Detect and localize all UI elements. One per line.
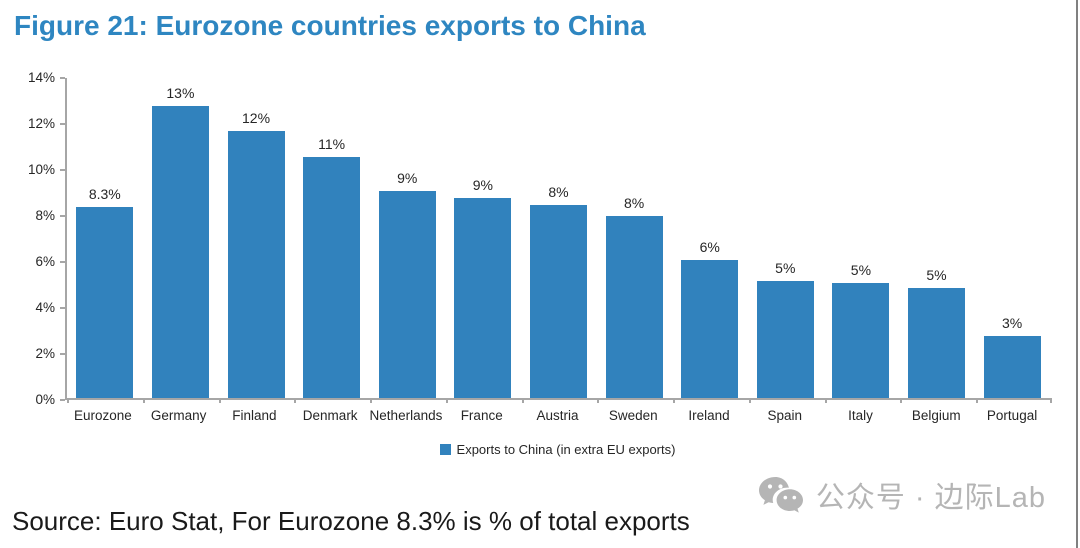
- bar: [378, 191, 436, 398]
- bar-value-label: 12%: [242, 110, 271, 127]
- x-axis-label: Austria: [536, 408, 579, 423]
- bar-slot: 5%: [899, 78, 975, 398]
- legend-label: Exports to China (in extra EU exports): [456, 442, 676, 457]
- y-axis-tick-label: 4%: [35, 300, 55, 315]
- y-axis-tick-mark: [60, 77, 65, 79]
- x-axis-tick-mark: [748, 398, 751, 403]
- bar-slot: 9%: [369, 78, 445, 398]
- bar-series: 8.3% 13% 12% 11% 9% 9% 8% 8% 6% 5% 5% 5% 3%: [67, 78, 1050, 398]
- x-axis-tick-mark: [294, 398, 297, 403]
- x-axis-label: Finland: [232, 408, 277, 423]
- x-axis-tick-mark: [370, 398, 373, 403]
- bar-value-label: 11%: [318, 135, 346, 152]
- bar: [681, 260, 739, 398]
- bar-value-label: 13%: [166, 84, 195, 101]
- x-axis-tick-mark: [1050, 398, 1052, 403]
- y-axis-tick-mark: [60, 215, 65, 217]
- wechat-icon: [758, 477, 803, 513]
- x-axis-label: Eurozone: [73, 408, 132, 423]
- bar-slot: 8.3%: [67, 78, 143, 398]
- bar-value-label: 9%: [397, 170, 418, 186]
- bar: [908, 287, 965, 398]
- y-axis-tick-mark: [60, 307, 65, 309]
- x-axis-label: Spain: [767, 408, 803, 423]
- y-axis-tick-label: 12%: [27, 116, 55, 131]
- x-axis-tick-mark: [900, 398, 903, 403]
- bar-slot: 9%: [445, 78, 521, 398]
- source-note: Source: Euro Stat, For Eurozone 8.3% is …: [12, 506, 690, 536]
- bar: [756, 280, 814, 398]
- page-right-border: [1076, 0, 1078, 548]
- plot-area: 8.3% 13% 12% 11% 9% 9% 8% 8% 6% 5% 5% 5% 3% 0% 2% 4% 6%…: [28, 70, 1052, 407]
- bar-slot: 12%: [218, 78, 294, 398]
- x-axis-label: Denmark: [302, 408, 358, 423]
- x-axis-tick-mark: [673, 398, 676, 403]
- y-axis-tick-mark: [60, 399, 65, 401]
- bar: [529, 204, 587, 398]
- chart-legend: Exports to China (in extra EU exports): [65, 442, 1050, 457]
- bar-value-label: 5%: [775, 259, 796, 276]
- bar: [605, 216, 663, 398]
- bar-slot: 3%: [974, 78, 1050, 398]
- bar-value-label: 6%: [699, 239, 720, 255]
- bar-value-label: 3%: [1002, 314, 1023, 331]
- watermark: 公众号 · 边际Lab: [758, 474, 1046, 516]
- bar-slot: 5%: [747, 78, 823, 398]
- bar-value-label: 5%: [926, 266, 947, 283]
- bar-slot: 11%: [294, 78, 370, 398]
- bar: [983, 335, 1041, 398]
- x-axis-label: Netherlands: [369, 408, 443, 423]
- bar-slot: 5%: [823, 78, 899, 398]
- y-axis-tick-label: 6%: [35, 254, 55, 269]
- x-axis-label: Germany: [150, 408, 207, 423]
- bar: [76, 207, 134, 398]
- y-axis-tick-mark: [60, 169, 65, 171]
- y-axis-tick-label: 8%: [35, 208, 55, 223]
- x-axis-label: Ireland: [688, 408, 730, 423]
- y-axis-tick-mark: [60, 261, 65, 263]
- y-axis-tick-label: 0%: [35, 392, 55, 407]
- x-axis-label: France: [460, 408, 503, 423]
- bar: [303, 156, 361, 398]
- x-axis-tick-mark: [521, 398, 524, 403]
- legend-swatch: [439, 444, 451, 455]
- bar-value-label: 9%: [472, 176, 493, 193]
- bar-slot: 13%: [143, 78, 219, 398]
- x-axis-tick-mark: [67, 398, 69, 403]
- bar-slot: 8%: [596, 78, 672, 398]
- x-axis-tick-mark: [824, 398, 827, 403]
- y-axis-tick-label: 10%: [27, 162, 55, 177]
- x-axis-labels: Eurozone Germany Finland Denmark Netherlands…: [65, 408, 1050, 423]
- y-axis-tick-mark: [60, 353, 65, 355]
- x-axis-label: Sweden: [608, 408, 658, 423]
- figure-title: Figure 21: Eurozone countries exports to…: [14, 10, 646, 41]
- bar-value-label: 8%: [548, 183, 569, 200]
- x-axis-tick-mark: [976, 398, 979, 403]
- bar: [227, 131, 285, 398]
- x-axis-tick-mark: [445, 398, 448, 403]
- x-axis-label: Portugal: [986, 408, 1038, 423]
- watermark-text: 公众号 · 边际Lab: [815, 482, 1046, 514]
- bar-value-label: 5%: [850, 262, 872, 278]
- bar-slot: 6%: [672, 78, 748, 398]
- x-axis-tick-mark: [218, 398, 221, 403]
- x-axis-tick-mark: [142, 398, 145, 403]
- bar: [151, 105, 209, 398]
- y-axis-tick-label: 2%: [35, 346, 55, 361]
- bar: [454, 197, 512, 398]
- bar-slot: 8%: [521, 78, 597, 398]
- x-axis-label: Italy: [848, 408, 873, 423]
- bar: [832, 283, 890, 398]
- y-axis-tick-label: 14%: [27, 70, 55, 85]
- y-axis-tick-mark: [60, 123, 65, 125]
- bar-value-label: 8%: [623, 195, 645, 212]
- bar-value-label: 8.3%: [88, 186, 121, 203]
- x-axis-tick-mark: [597, 398, 600, 403]
- x-axis-label: Belgium: [911, 408, 961, 423]
